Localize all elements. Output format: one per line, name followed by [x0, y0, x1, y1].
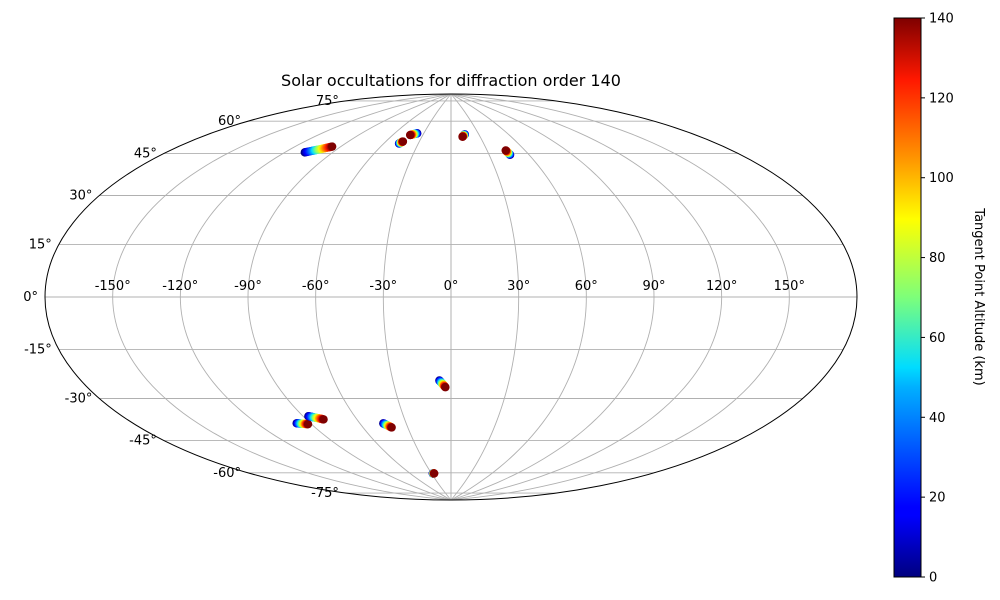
chart-title: Solar occultations for diffraction order… [281, 71, 621, 90]
occultation-point [501, 146, 510, 155]
lon-tick-label: -30° [369, 279, 397, 294]
occultation-point [319, 415, 328, 424]
lat-tick-label: -45° [129, 434, 157, 449]
lat-tick-label: 15° [29, 238, 52, 253]
occultation-point [327, 142, 337, 151]
occultation-point [429, 469, 439, 478]
colorbar-tick-label: 40 [929, 411, 946, 426]
lon-tick-label: -120° [162, 279, 198, 294]
colorbar-gradient [893, 17, 922, 578]
longitude-tick-labels: -150° -120° -90° -60° -30° 0° 30° 60° 90° 120° 150… [95, 279, 805, 294]
lat-tick-label: 60° [218, 114, 241, 129]
latitude-tick-labels: -75° -60° -45° -30° -15° 0° 15° 30° 45° 60° 75° [23, 94, 339, 501]
lon-tick-label: 30° [507, 279, 530, 294]
occultation-point [398, 137, 408, 146]
lon-tick-label: 60° [575, 279, 598, 294]
colorbar-tick-label: 120 [929, 91, 954, 106]
lon-tick-label: -90° [234, 279, 262, 294]
occultation-point [303, 419, 313, 429]
lat-tick-label: -60° [213, 466, 241, 481]
lat-tick-label: -15° [24, 343, 52, 358]
lat-tick-label: 30° [69, 189, 92, 204]
lat-tick-label: -30° [65, 392, 93, 407]
map-boundary [44, 93, 858, 501]
occultation-points [292, 129, 515, 478]
lon-tick-label: 150° [774, 279, 805, 294]
lon-tick-label: -60° [302, 279, 330, 294]
colorbar-tick-label: 140 [929, 12, 954, 27]
colorbar-tick-label: 80 [929, 251, 946, 266]
occultation-point [441, 383, 450, 392]
lat-tick-label: 45° [134, 147, 157, 162]
occultation-point [387, 423, 396, 432]
colorbar-ticks: 0 20 40 60 80 100 120 140 [921, 12, 954, 586]
lat-tick-label: 0° [23, 290, 38, 305]
colorbar-label: Tangent Point Altitude (km) [971, 207, 986, 385]
lon-tick-label: 90° [642, 279, 665, 294]
lon-tick-label: 120° [706, 279, 737, 294]
colorbar-tick-label: 20 [929, 491, 946, 506]
occultation-point [405, 130, 415, 140]
lon-tick-label: -150° [95, 279, 131, 294]
occultation-point [458, 132, 467, 141]
colorbar-tick-label: 60 [929, 331, 946, 346]
colorbar: 0 20 40 60 80 100 120 140 Tangent Point Altitud… [893, 12, 986, 586]
lat-tick-label: 75° [316, 94, 339, 109]
lon-tick-label: 0° [444, 279, 459, 294]
colorbar-tick-label: 0 [929, 571, 937, 586]
lat-tick-label: -75° [311, 486, 339, 501]
colorbar-tick-label: 100 [929, 171, 954, 186]
